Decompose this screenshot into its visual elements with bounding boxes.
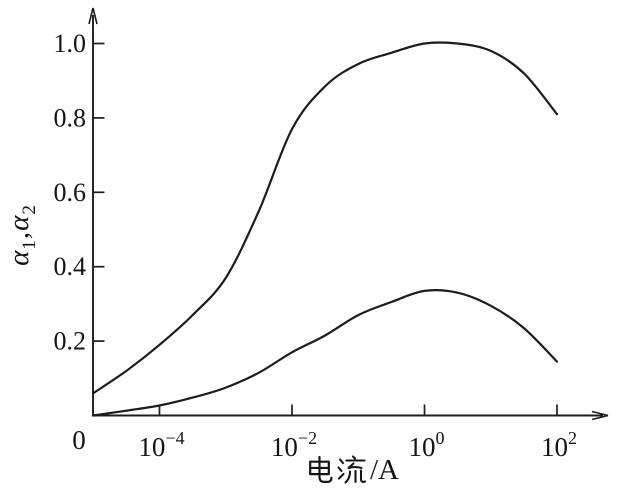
alpha2-subscript: 2 [18,204,40,215]
alpha1-subscript: 1 [18,239,40,250]
x-axis-label: /A 电流/A [306,453,399,487]
y-axis-arrow-icon [88,7,98,25]
x-tick-label: 102 [541,428,577,462]
x-axis-unit: /A [370,453,399,486]
y-tick-label: 1.0 [54,29,87,58]
axes-group [88,7,609,421]
x-tick-exponent: 0 [436,428,445,448]
cjk-glyph-liu-icon [337,455,367,484]
x-tick-label: 10−2 [271,428,317,462]
alpha2-symbol: α [3,214,36,231]
x-tick-exponent: −4 [165,428,184,448]
y-tick-label: 0.6 [54,178,87,207]
cjk-glyph-dian-icon [309,455,333,483]
y-ticks-group: 1.0 0.8 0.6 0.4 0.2 [54,29,105,356]
y-tick-label: 0.2 [54,327,87,356]
x-tick-label: 10−4 [138,428,184,462]
origin-label: 0 [72,425,86,455]
x-tick-exponent: −2 [298,428,317,448]
y-tick-label: 0.8 [54,103,87,132]
ylabel-comma: , [3,230,36,240]
alpha1-symbol: α [3,249,36,266]
curve-alpha2_lower [92,289,559,417]
curve-alpha1_upper [92,41,559,395]
x-axis-arrow-icon [591,410,609,421]
x-tick-label: 100 [409,428,445,462]
x-ticks-group: 0 10−4 10−2 100 102 [72,404,577,462]
y-axis-label: α1,α2 [3,204,40,266]
x-tick-exponent: 2 [568,428,577,448]
curves-group [92,41,559,417]
y-tick-label: 0.4 [54,252,87,281]
